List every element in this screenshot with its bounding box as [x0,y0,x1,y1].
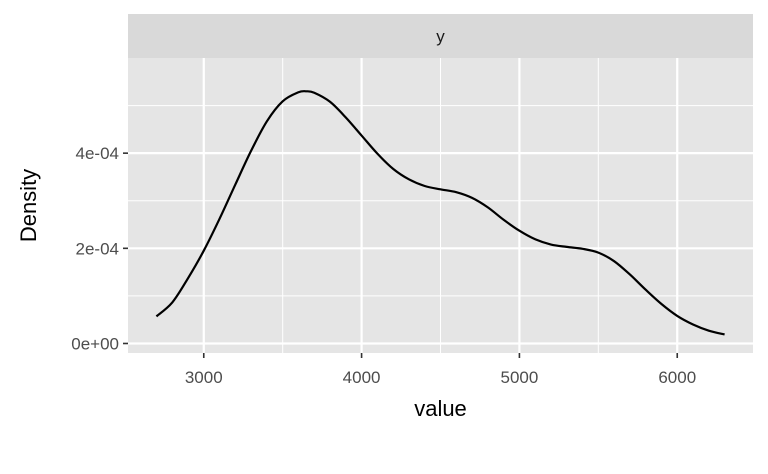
y-tick-label: 2e-04 [76,239,119,258]
x-axis-title: value [414,396,467,421]
x-tick-label: 4000 [343,368,381,387]
x-tick-label: 3000 [185,368,223,387]
major-gridlines [128,58,753,353]
facet-strip-label: y [436,27,445,46]
facet-strip [128,14,753,58]
y-tick-label: 4e-04 [76,144,119,163]
minor-gridlines [128,58,753,353]
y-axis: 0e+00 2e-04 4e-04 [71,144,128,353]
y-axis-title: Density [16,169,41,242]
x-tick-label: 5000 [501,368,539,387]
y-tick-label: 0e+00 [71,334,119,353]
x-tick-label: 6000 [658,368,696,387]
density-curve [155,90,725,336]
x-axis: 3000 4000 5000 6000 [185,353,696,387]
